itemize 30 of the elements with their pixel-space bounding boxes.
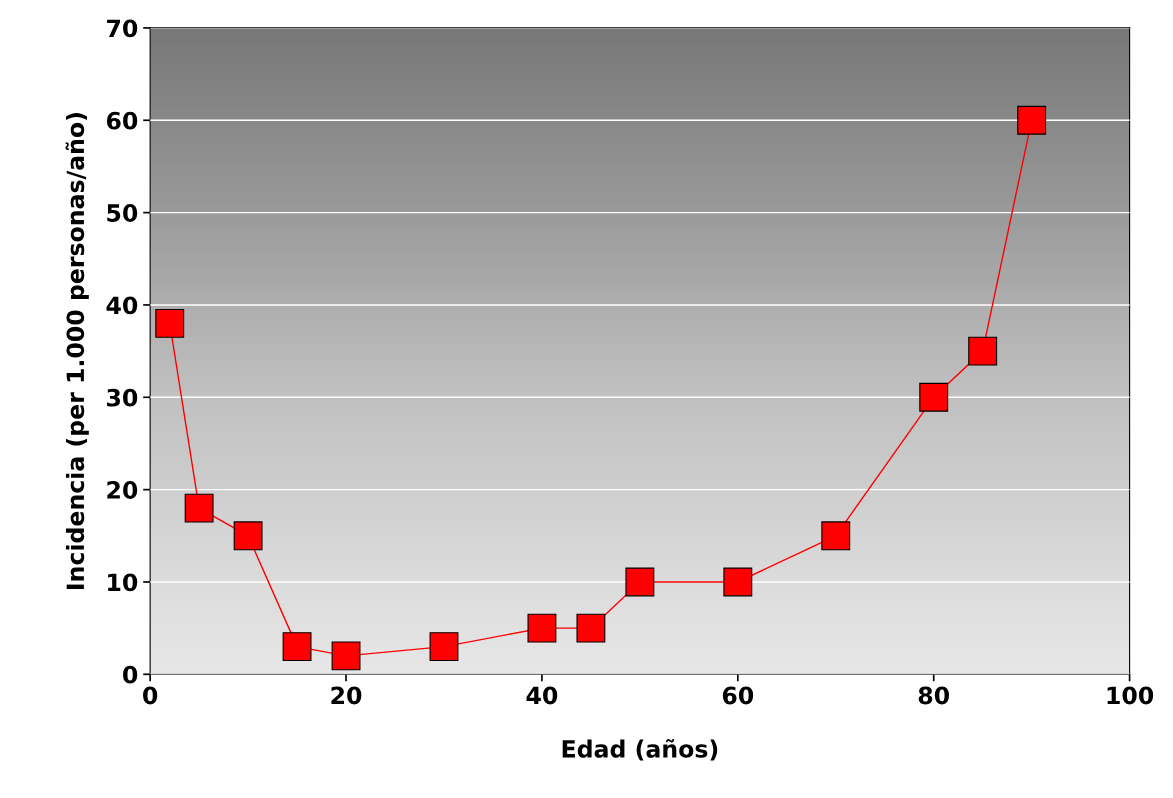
y-tick-label: 30 [107,388,138,407]
point [576,613,606,643]
point [331,641,361,671]
point [233,521,263,551]
y-tick-label: 40 [106,296,138,315]
point [968,336,998,366]
x-tick-label: 0 [143,686,158,705]
point [723,567,753,597]
point [155,308,185,338]
x-tick-label: 100 [1107,686,1154,705]
y-tick-label: 0 [123,665,138,684]
point [821,521,851,551]
y-tick-label: 50 [107,204,138,222]
x-tick-label: 60 [722,686,754,705]
x-tick-label: 80 [918,686,950,705]
x-tick-label: 20 [331,686,362,705]
y-tick-label: 70 [107,19,138,38]
y-tick-label: 20 [107,481,138,499]
y-axis-title: Incidencia (per 1.000 personas/año) [65,113,89,590]
y-tick-label: 60 [106,111,138,130]
x-tick-label: 40 [526,686,558,705]
point [527,613,557,643]
x-axis-title: Edad (años) [562,739,718,761]
point [282,632,312,662]
point [625,567,655,597]
point [919,382,949,412]
point [1017,105,1047,135]
point [429,632,459,662]
y-tick-label: 10 [108,573,138,592]
point [184,493,214,523]
